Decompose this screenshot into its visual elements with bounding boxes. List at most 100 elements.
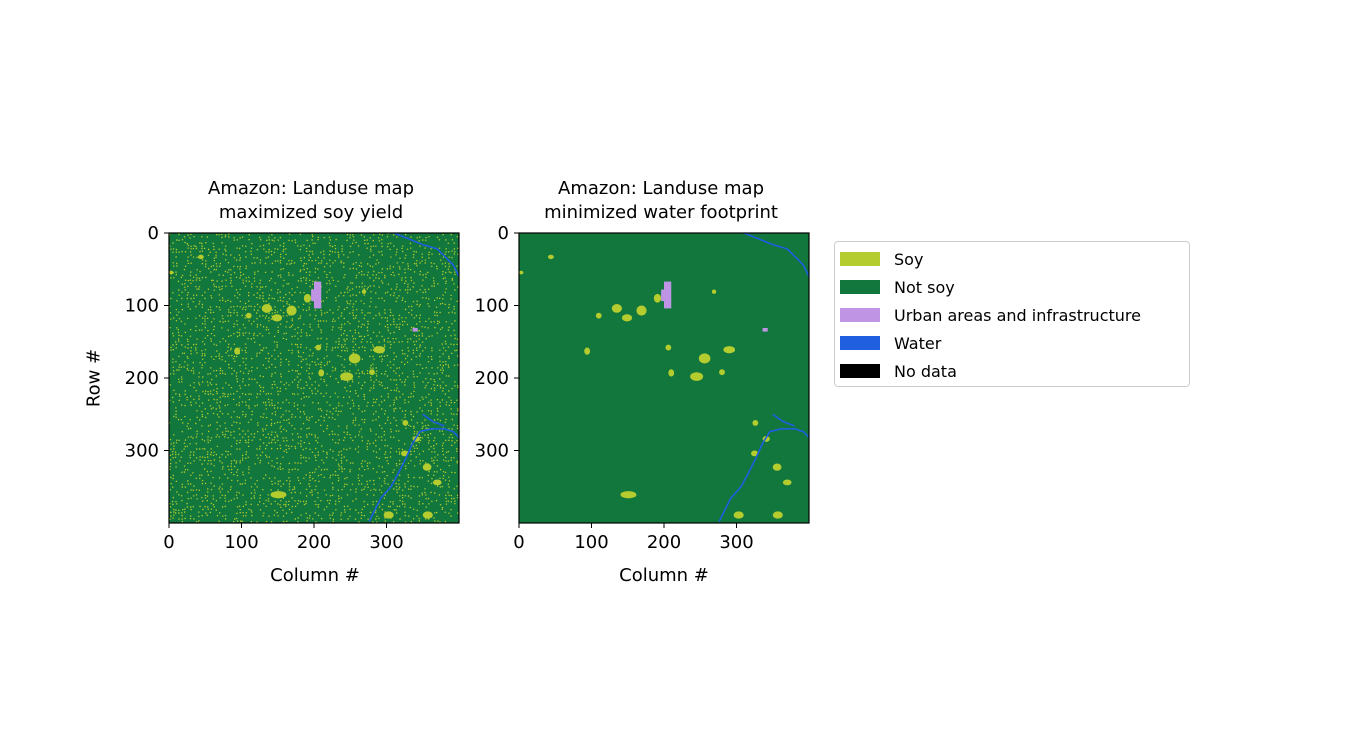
legend-swatch-water bbox=[840, 336, 880, 350]
soy-patch-7 bbox=[315, 344, 322, 351]
x-tick-label: 300 bbox=[719, 532, 753, 553]
soy-patch-16 bbox=[422, 463, 432, 471]
soy-patch-18 bbox=[733, 511, 744, 519]
urban-patch-4 bbox=[762, 327, 768, 332]
soy-patch-19 bbox=[772, 511, 783, 519]
soy-patch-18 bbox=[383, 511, 394, 519]
legend-item-soy: Soy bbox=[840, 247, 923, 271]
soy-patch-14 bbox=[402, 420, 409, 426]
soy-patch-1 bbox=[261, 304, 272, 313]
soy-patch-13 bbox=[270, 491, 287, 499]
soy-patch-21 bbox=[169, 270, 174, 275]
soy-patch-22 bbox=[361, 289, 367, 294]
urban-patch-3 bbox=[314, 299, 322, 309]
legend-swatch-urban bbox=[840, 308, 880, 322]
chart-title-line-2: maximized soy yield bbox=[218, 202, 404, 223]
legend-item-not-soy: Not soy bbox=[840, 275, 955, 299]
soy-patch-20 bbox=[548, 254, 554, 260]
legend-swatch-not-soy bbox=[840, 280, 880, 294]
legend-label-urban: Urban areas and infrastructure bbox=[894, 305, 1141, 325]
soy-patch-12 bbox=[719, 369, 725, 376]
soy-patch-8 bbox=[348, 353, 361, 364]
chart-title-line-1: Amazon: Landuse map bbox=[558, 178, 764, 199]
y-tick-label: 200 bbox=[125, 368, 159, 389]
soy-patch-22 bbox=[711, 289, 717, 294]
soy-patch-5 bbox=[584, 347, 591, 355]
not-soy-background bbox=[169, 233, 459, 523]
soy-patch-3 bbox=[286, 305, 297, 316]
x-tick-label: 300 bbox=[369, 532, 403, 553]
x-tick-label: 100 bbox=[224, 532, 258, 553]
water-line-1 bbox=[743, 232, 810, 277]
soy-patch-10 bbox=[668, 369, 675, 377]
urban-patch-1 bbox=[664, 281, 672, 291]
legend-swatch-soy bbox=[840, 252, 880, 266]
soy-patch-9 bbox=[340, 372, 354, 381]
soy-patch-23 bbox=[401, 450, 409, 457]
legend-label-no-data: No data bbox=[894, 361, 957, 381]
water-line-2 bbox=[368, 427, 460, 522]
water-line-2 bbox=[718, 427, 810, 522]
legend-item-no-data: No data bbox=[840, 359, 957, 383]
y-tick-label: 100 bbox=[475, 296, 509, 317]
soy-patch-2 bbox=[621, 314, 633, 322]
urban-patch-2 bbox=[661, 289, 672, 302]
water-line-3 bbox=[772, 413, 795, 427]
y-tick-label: 300 bbox=[475, 441, 509, 462]
legend-item-water: Water bbox=[840, 331, 941, 355]
soy-patch-11 bbox=[723, 346, 736, 354]
soy-patch-21 bbox=[519, 270, 524, 275]
y-tick-label: 300 bbox=[125, 441, 159, 462]
map-panel-1: 0 100 200 300 0 100 200 300 bbox=[125, 223, 460, 553]
soy-patch-4 bbox=[303, 293, 312, 303]
soy-patch-5 bbox=[234, 347, 241, 355]
soy-patch-6 bbox=[595, 312, 602, 319]
chart-title-line-1: Amazon: Landuse map bbox=[208, 178, 414, 199]
x-tick-label: 0 bbox=[513, 532, 524, 553]
soy-patch-17 bbox=[782, 479, 792, 486]
water-line-1 bbox=[393, 232, 460, 277]
chart-title-max-soy: Amazon: Landuse map maximized soy yield bbox=[151, 177, 471, 225]
legend-item-urban: Urban areas and infrastructure bbox=[840, 303, 1141, 327]
legend-label-water: Water bbox=[894, 333, 942, 353]
y-tick-label: 200 bbox=[475, 368, 509, 389]
urban-patch-4 bbox=[412, 327, 418, 332]
soy-patch-20 bbox=[198, 254, 204, 260]
soy-patch-8 bbox=[698, 353, 711, 364]
soy-patch-3 bbox=[636, 305, 647, 316]
soy-patch-19 bbox=[422, 511, 433, 519]
y-tick-label: 0 bbox=[148, 223, 159, 244]
not-soy-background bbox=[519, 233, 809, 523]
soy-patch-6 bbox=[245, 312, 252, 319]
urban-patch-3 bbox=[664, 299, 672, 309]
legend-label-soy: Soy bbox=[894, 249, 924, 269]
soy-patch-11 bbox=[373, 346, 386, 354]
y-tick-label: 0 bbox=[498, 223, 509, 244]
y-tick-label: 100 bbox=[125, 296, 159, 317]
soy-patch-23 bbox=[751, 450, 759, 457]
soy-patch-14 bbox=[752, 420, 759, 426]
soy-patch-12 bbox=[369, 369, 375, 376]
soy-patch-16 bbox=[772, 463, 782, 471]
legend: Soy Not soy Urban areas and infrastructu… bbox=[834, 241, 1190, 387]
water-line-3 bbox=[422, 413, 445, 427]
urban-patch-1 bbox=[314, 281, 322, 291]
map-panel-2: 0 100 200 300 0 100 200 300 bbox=[475, 223, 810, 553]
x-tick-label: 0 bbox=[163, 532, 174, 553]
x-tick-label: 200 bbox=[297, 532, 331, 553]
soy-patch-1 bbox=[611, 304, 622, 313]
soy-patch-9 bbox=[690, 372, 704, 381]
chart-title-line-2: minimized water footprint bbox=[544, 202, 778, 223]
chart-title-min-water: Amazon: Landuse map minimized water foot… bbox=[501, 177, 821, 225]
soy-patch-10 bbox=[318, 369, 325, 377]
soy-patch-17 bbox=[432, 479, 442, 486]
urban-patch-2 bbox=[311, 289, 322, 302]
soy-patch-2 bbox=[271, 314, 283, 322]
soy-patch-13 bbox=[620, 491, 637, 499]
soy-patch-7 bbox=[665, 344, 672, 351]
x-tick-label: 100 bbox=[574, 532, 608, 553]
legend-swatch-no-data bbox=[840, 364, 880, 378]
x-tick-label: 200 bbox=[647, 532, 681, 553]
x-axis-label-left: Column # bbox=[270, 565, 360, 586]
